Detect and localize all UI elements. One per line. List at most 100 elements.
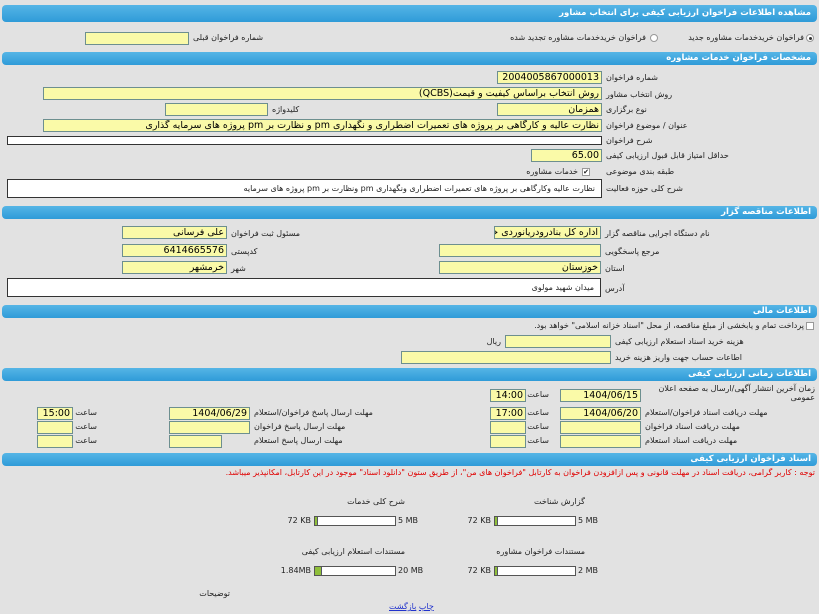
method-field[interactable]: روش انتخاب براساس کیفیت و قیمت(QCBS) [43, 87, 602, 100]
receive-call-date-field[interactable] [560, 421, 641, 434]
file-max-size: 5 MB [398, 516, 419, 525]
file-size: 72 KB [287, 516, 311, 525]
publish-date-field[interactable]: 1404/06/15 [560, 389, 641, 402]
previous-number-label: شماره فراخوان قبلی [193, 33, 264, 42]
send-call-time-field[interactable] [37, 421, 73, 434]
send-call-label: مهلت ارسال پاسخ فراخوان [254, 422, 346, 431]
description-field[interactable] [7, 136, 602, 145]
holding-label: نوع برگزاری [606, 105, 647, 114]
section-tenderer-header: اطلاعات مناقصه گزار [2, 206, 817, 219]
section-documents-header: اسناد فراخوان ارزیابی کیفی [2, 453, 817, 466]
receive-inquiry-label: مهلت دریافت اسناد استعلام [645, 436, 738, 445]
send-label: مهلت ارسال پاسخ فراخوان/استعلام [254, 408, 373, 417]
receive-inquiry-time-field[interactable] [490, 435, 526, 448]
category-checkbox[interactable]: ✔ [582, 168, 590, 176]
reference-field[interactable] [439, 244, 601, 257]
page-title: مشاهده اطلاعات فراخوان ارزیابی کیفی برای… [2, 5, 817, 22]
receive-call-label: مهلت دریافت اسناد فراخوان [645, 422, 740, 431]
account-field[interactable] [401, 351, 611, 364]
province-field[interactable]: خوزستان [439, 261, 601, 274]
send-time-field[interactable]: 15:00 [37, 407, 73, 420]
province-label: استان [605, 264, 625, 273]
send-date-field[interactable]: 1404/06/29 [169, 407, 250, 420]
file-title: مستندات فراخوان مشاوره [496, 547, 585, 556]
call-number-label: شماره فراخوان [606, 73, 658, 82]
org-label: نام دستگاه اجرایی مناقصه گزار [605, 229, 710, 238]
send-inquiry-label: مهلت ارسال پاسخ استعلام [254, 436, 343, 445]
file-usage-bar [494, 516, 576, 526]
section-specs-header: مشخصات فراخوان خدمات مشاوره [2, 52, 817, 65]
keyword-label: کلیدواژه [272, 105, 300, 114]
send-inquiry-time-label: ساعت [75, 436, 97, 445]
receive-time-field[interactable]: 17:00 [490, 407, 526, 420]
file-max-size: 2 MB [578, 566, 599, 575]
file-usage-bar [314, 566, 396, 576]
publish-time-field[interactable]: 14:00 [490, 389, 526, 402]
send-inquiry-date-field[interactable] [169, 435, 222, 448]
address-label: آدرس [605, 284, 625, 293]
doc-cost-field[interactable] [505, 335, 611, 348]
file-usage-fill [495, 567, 499, 575]
org-field[interactable]: اداره کل بنادرودریانوردی خره [494, 226, 601, 239]
file-title: مستندات استعلام ارزیابی کیفی [301, 547, 405, 556]
send-time-label: ساعت [75, 408, 97, 417]
doc-cost-label: هزینه خرید اسناد استعلام ارزیابی کیفی [615, 337, 744, 346]
city-field[interactable]: خرمشهر [122, 261, 227, 274]
publish-label: زمان آخرین انتشار آگهی/ارسال به صفحه اعل… [658, 384, 816, 402]
file-usage-bar [314, 516, 396, 526]
registrar-field[interactable]: علی فرسانی [122, 226, 227, 239]
file-usage-fill [315, 517, 319, 525]
file-usage-bar [494, 566, 576, 576]
receive-call-time-field[interactable] [490, 421, 526, 434]
previous-number-field[interactable] [85, 32, 189, 45]
radio-renewed-label: فراخوان خریدخدمات مشاوره تجدید شده [510, 33, 646, 42]
section-timing-header: اطلاعات زمانی ارزیابی کیفی [2, 368, 817, 381]
treasury-text: پرداخت تمام و یابخشی از مبلغ مناقصه، از … [534, 321, 804, 330]
file-usage-fill [315, 567, 323, 575]
reference-label: مرجع پاسخگویی [605, 247, 660, 256]
footer-links: چاپ بازگشت [389, 602, 434, 611]
receive-inquiry-date-field[interactable] [560, 435, 641, 448]
file-title: شرح کلی خدمات [347, 497, 405, 506]
documents-notice: توجه : کاربر گرامی، دریافت اسناد در مهلت… [225, 468, 815, 477]
holding-field[interactable]: همزمان [497, 103, 602, 116]
min-score-field[interactable]: 65.00 [531, 149, 602, 162]
min-score-label: حداقل امتیاز قابل قبول ارزیابی کیفی [606, 151, 729, 160]
postal-field[interactable]: 6414665576 [122, 244, 227, 257]
category-value: خدمات مشاوره [526, 167, 578, 176]
receive-inquiry-time-label: ساعت [527, 436, 549, 445]
radio-renewed-call[interactable] [650, 34, 658, 42]
send-call-date-field[interactable] [169, 421, 250, 434]
radio-new-label: فراخوان خریدخدمات مشاوره جدید [688, 33, 804, 42]
call-number-field[interactable]: 2004005867000013 [497, 71, 602, 84]
radio-new-call[interactable] [806, 34, 814, 42]
subject-label: عنوان / موضوع فراخوان [606, 121, 688, 130]
receive-date-field[interactable]: 1404/06/20 [560, 407, 641, 420]
file-size: 1.84MB [280, 566, 311, 575]
file-title: گزارش شناخت [534, 497, 585, 506]
notes-label: توضیحات [199, 589, 230, 598]
city-label: شهر [231, 264, 246, 273]
file-size: 72 KB [467, 566, 491, 575]
currency-label: ریال [486, 337, 501, 346]
publish-time-label: ساعت [527, 390, 549, 399]
send-inquiry-time-field[interactable] [37, 435, 73, 448]
description-label: شرح فراخوان [606, 136, 653, 145]
back-link[interactable]: بازگشت [389, 602, 417, 611]
registrar-label: مسئول ثبت فراخوان [231, 229, 300, 238]
send-call-time-label: ساعت [75, 422, 97, 431]
scope-label: شرح کلی حوزه فعالیت [606, 184, 683, 193]
address-field[interactable]: میدان شهید مولوی [7, 278, 601, 297]
receive-label: مهلت دریافت اسناد فراخوان/استعلام [645, 408, 768, 417]
scope-field[interactable]: نظارت عالیه وکارگاهی بر پروژه های تعمیرا… [7, 179, 602, 198]
subject-field[interactable]: نظارت عالیه و کارگاهی بر پروژه های تعمیر… [43, 119, 602, 132]
file-usage-fill [495, 517, 499, 525]
file-max-size: 20 MB [398, 566, 424, 575]
postal-label: کدپستی [231, 247, 258, 256]
receive-time-label: ساعت [527, 408, 549, 417]
treasury-checkbox[interactable] [806, 322, 814, 330]
section-finance-header: اطلاعات مالی [2, 305, 817, 318]
category-label: طبقه بندی موضوعی [606, 167, 675, 176]
keyword-field[interactable] [165, 103, 268, 116]
print-link[interactable]: چاپ [418, 602, 434, 611]
